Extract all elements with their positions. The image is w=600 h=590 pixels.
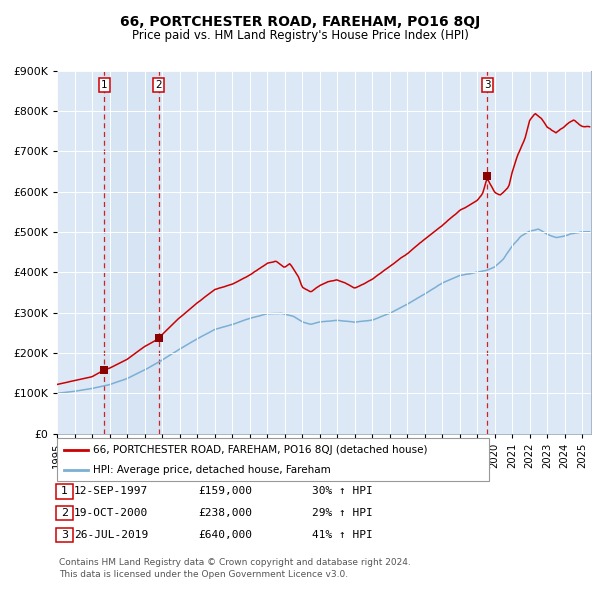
Text: 2: 2 (61, 508, 68, 517)
Text: 3: 3 (484, 80, 490, 90)
Text: 2: 2 (155, 80, 162, 90)
Text: £159,000: £159,000 (198, 486, 252, 496)
Text: 1: 1 (101, 80, 107, 90)
Text: 41% ↑ HPI: 41% ↑ HPI (311, 530, 373, 539)
Text: 1: 1 (61, 486, 68, 496)
Text: HPI: Average price, detached house, Fareham: HPI: Average price, detached house, Fare… (93, 466, 331, 475)
Text: 66, PORTCHESTER ROAD, FAREHAM, PO16 8QJ: 66, PORTCHESTER ROAD, FAREHAM, PO16 8QJ (120, 15, 480, 29)
Text: £640,000: £640,000 (198, 530, 252, 539)
Text: Price paid vs. HM Land Registry's House Price Index (HPI): Price paid vs. HM Land Registry's House … (131, 30, 469, 42)
Text: 3: 3 (61, 530, 68, 539)
Text: £238,000: £238,000 (198, 508, 252, 517)
Text: 19-OCT-2000: 19-OCT-2000 (74, 508, 148, 517)
Text: 12-SEP-1997: 12-SEP-1997 (74, 486, 148, 496)
Text: 29% ↑ HPI: 29% ↑ HPI (311, 508, 373, 517)
Bar (104, 71, 158, 434)
Text: 26-JUL-2019: 26-JUL-2019 (74, 530, 148, 539)
Text: Contains HM Land Registry data © Crown copyright and database right 2024.
This d: Contains HM Land Registry data © Crown c… (59, 558, 410, 579)
Text: 66, PORTCHESTER ROAD, FAREHAM, PO16 8QJ (detached house): 66, PORTCHESTER ROAD, FAREHAM, PO16 8QJ … (93, 445, 427, 455)
Text: 30% ↑ HPI: 30% ↑ HPI (311, 486, 373, 496)
